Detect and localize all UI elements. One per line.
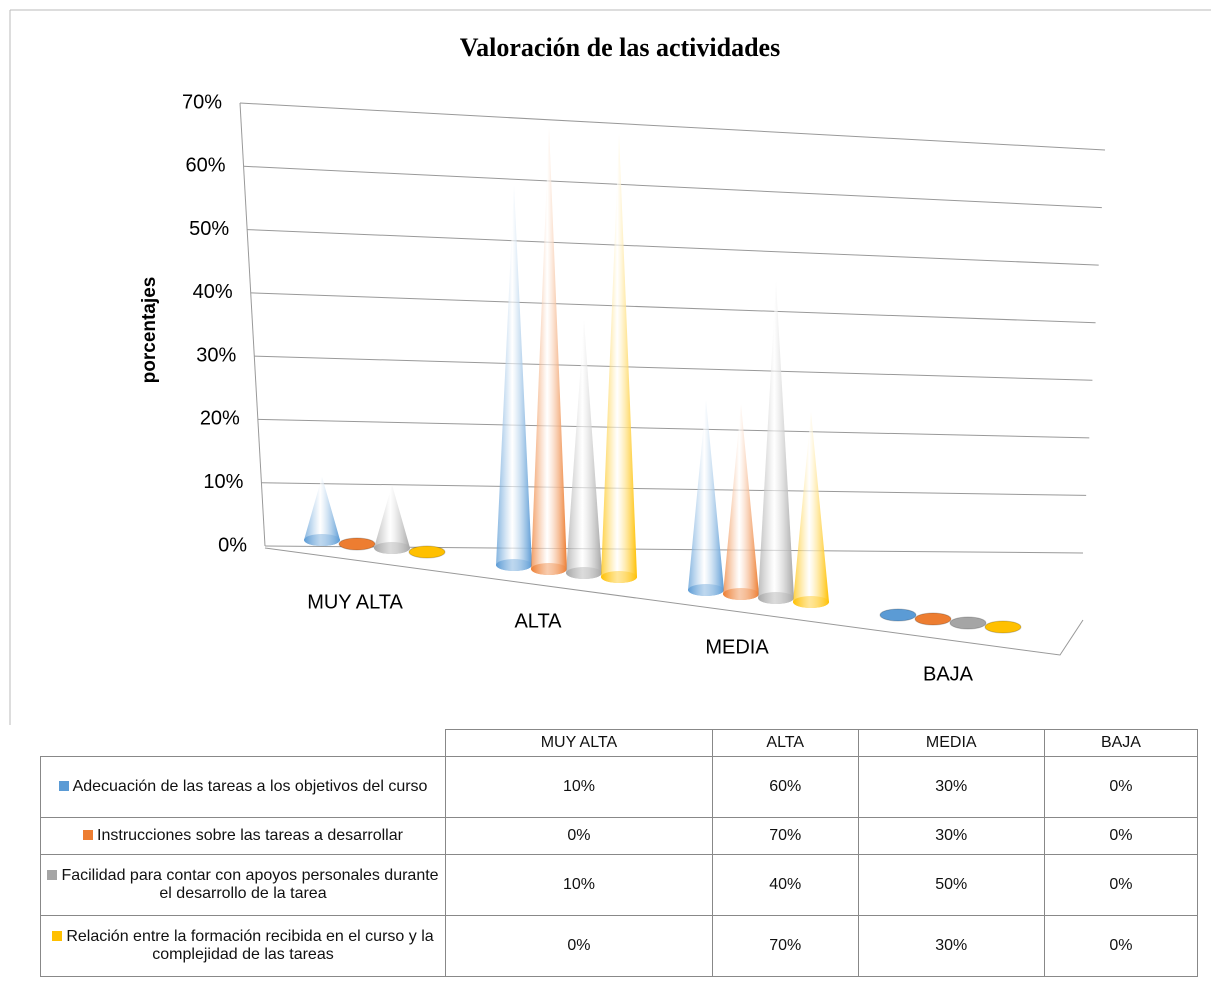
- value-cell: 0%: [1043, 816, 1199, 855]
- legend-key: [47, 869, 58, 880]
- value-cell: 70%: [711, 914, 859, 977]
- value-cell: 60%: [711, 755, 859, 818]
- cone: [879, 608, 917, 622]
- header-cell: MUY ALTA: [445, 729, 713, 757]
- blank-cell: [40, 729, 446, 757]
- chart: Valoración de las actividades porcentaje…: [9, 9, 1211, 725]
- y-tick-label: 60%: [186, 155, 226, 177]
- floor-edge: [264, 547, 1084, 656]
- legend-label: Adecuación de las tareas a los objetivos…: [72, 777, 428, 795]
- cone: [304, 476, 340, 546]
- data-row: Instrucciones sobre las tareas a desarro…: [40, 816, 1199, 855]
- grid-line: [250, 292, 1096, 324]
- cone: [758, 281, 794, 604]
- value-cell: 70%: [711, 816, 859, 855]
- y-tick-label: 10%: [203, 471, 243, 493]
- value-cell: 30%: [857, 755, 1045, 818]
- header-cell: ALTA: [711, 729, 859, 757]
- legend-key: [58, 780, 69, 791]
- series-name-cell: Relación entre la formación recibida en …: [40, 914, 446, 977]
- y-tick-label: 40%: [193, 281, 233, 303]
- series-name-cell: Instrucciones sobre las tareas a desarro…: [40, 816, 446, 855]
- y-tick-label: 0%: [218, 534, 247, 556]
- data-row: Relación entre la formación recibida en …: [40, 914, 1199, 977]
- series-name-cell: Facilidad para contar con apoyos persona…: [40, 853, 446, 916]
- data-table: MUY ALTA ALTA MEDIA BAJA Adecuación de las t…: [40, 729, 1199, 977]
- legend-key: [83, 829, 94, 840]
- cone: [374, 484, 410, 554]
- cone: [566, 319, 602, 579]
- cone: [408, 545, 446, 559]
- cone: [984, 620, 1022, 634]
- value-cell: 0%: [445, 914, 713, 977]
- x-tick-label: BAJA: [923, 663, 974, 685]
- value-cell: 10%: [445, 755, 713, 818]
- value-cell: 0%: [445, 816, 713, 855]
- value-cell: 30%: [857, 914, 1045, 977]
- header-row: MUY ALTA ALTA MEDIA BAJA: [40, 729, 1199, 757]
- grid-line: [261, 482, 1087, 496]
- cone: [338, 537, 376, 551]
- value-cell: 0%: [1043, 853, 1199, 916]
- x-tick-label: MUY ALTA: [307, 591, 403, 613]
- cone: [496, 185, 532, 572]
- value-cell: 40%: [711, 853, 859, 916]
- chart-title: Valoración de las actividades: [460, 33, 780, 62]
- data-row: Facilidad para contar con apoyos persona…: [40, 853, 1199, 916]
- y-axis-label: porcentajes: [139, 277, 160, 384]
- cone: [723, 404, 759, 600]
- data-row: Adecuación de las tareas a los objetivos…: [40, 755, 1199, 818]
- header-cell: MEDIA: [857, 729, 1045, 757]
- x-tick-label: MEDIA: [705, 636, 769, 658]
- y-tick-label: 70%: [182, 91, 222, 113]
- grid-line: [247, 229, 1099, 266]
- cone: [793, 412, 829, 608]
- legend-label: Facilidad para contar con apoyos persona…: [61, 866, 439, 902]
- legend-label: Relación entre la formación recibida en …: [66, 927, 434, 963]
- cone: [914, 612, 952, 626]
- y-tick-label: 30%: [196, 344, 236, 366]
- value-cell: 10%: [445, 853, 713, 916]
- legend-label: Instrucciones sobre las tareas a desarro…: [97, 826, 403, 844]
- value-cell: 30%: [857, 816, 1045, 855]
- grid-line: [243, 165, 1102, 209]
- cone: [949, 616, 987, 630]
- legend-key: [52, 930, 63, 941]
- grid-line: [239, 102, 1106, 151]
- x-tick-label: ALTA: [514, 610, 562, 632]
- header-cell: BAJA: [1043, 729, 1199, 757]
- value-cell: 0%: [1043, 914, 1199, 977]
- y-tick-label: 50%: [189, 218, 229, 240]
- y-axis: [239, 102, 266, 547]
- cone: [531, 126, 567, 575]
- grid-line: [254, 355, 1093, 381]
- value-cell: 50%: [857, 853, 1045, 916]
- cone: [688, 400, 724, 596]
- y-tick-label: 20%: [200, 408, 240, 430]
- series-name-cell: Adecuación de las tareas a los objetivos…: [40, 755, 446, 818]
- value-cell: 0%: [1043, 755, 1199, 818]
- cone: [601, 134, 637, 583]
- grid-line: [257, 418, 1090, 439]
